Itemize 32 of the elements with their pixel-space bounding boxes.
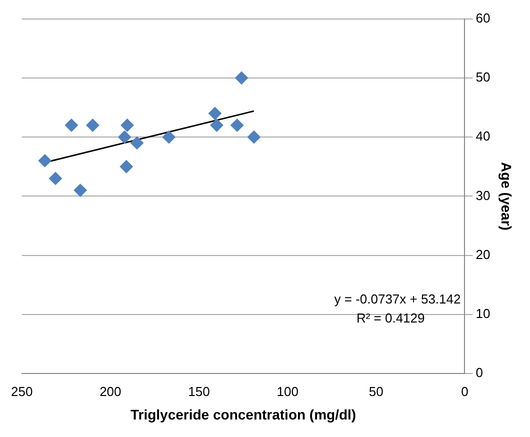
x-tick-label: 200 [100,384,122,399]
point [130,136,144,150]
y-tick-label: 60 [476,10,490,26]
y-tick-label: 20 [476,246,490,262]
y-axis-title: Age (year) [498,162,515,230]
point [120,118,134,132]
annotation: y = -0.0737x + 53.142 [334,292,461,307]
y-tick-label: 0 [476,365,483,380]
x-axis-title: Triglyceride concentration (mg/dl) [130,406,356,422]
point [210,118,224,132]
y-tick-label: 40 [476,128,490,144]
point [162,130,176,144]
point [120,160,133,174]
y-tick-label: 10 [476,306,490,322]
x-tick-label: 150 [188,384,210,399]
point [49,172,62,185]
x-tick-label: 50 [368,384,384,399]
annotation: R² = 0.4129 [356,310,425,326]
x-tick-label: 250 [10,384,33,399]
x-tick-label: 0 [461,384,468,399]
point [235,71,248,84]
point [118,130,132,144]
y-tick-label: 50 [476,70,490,85]
point [74,184,87,197]
point [247,130,260,144]
point [64,118,78,132]
point [208,106,222,120]
point [86,118,100,132]
point [38,154,52,168]
point [230,118,244,132]
x-tick-label: 100 [276,384,298,399]
y-tick-label: 30 [476,188,490,203]
